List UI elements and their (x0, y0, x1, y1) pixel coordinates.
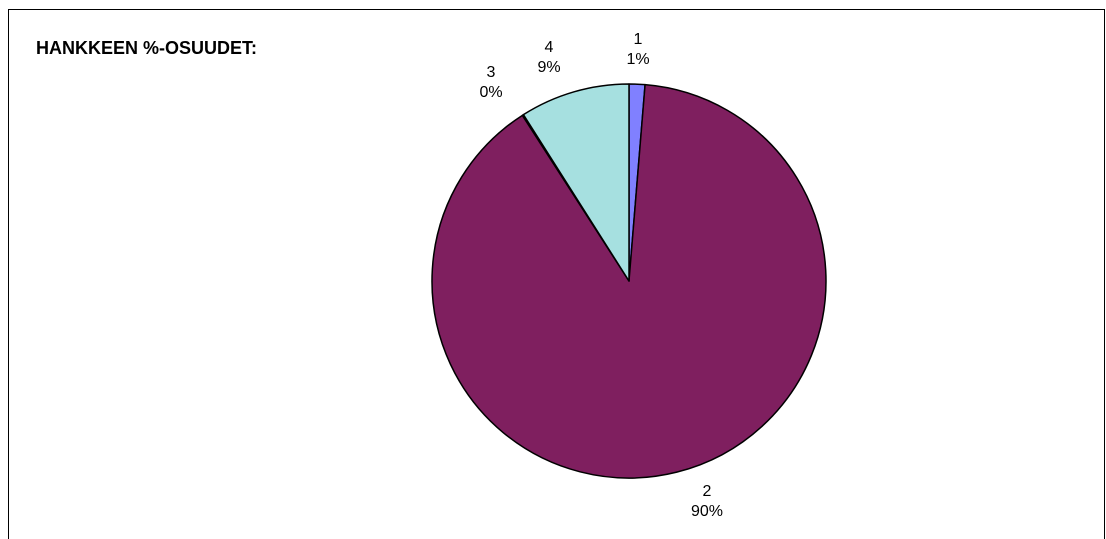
slice-label-category-4: 4 (545, 39, 554, 56)
slice-label-percent-2: 90% (691, 503, 723, 520)
slice-label-percent-4: 9% (537, 59, 560, 76)
slice-label-category-1: 1 (634, 31, 643, 48)
pie-slice-4 (522, 83, 630, 282)
chart-title: HANKKEEN %-OSUUDET: (36, 38, 258, 58)
slice-label-percent-1: 1% (626, 51, 649, 68)
slice-label-category-2: 2 (703, 483, 712, 500)
slice-label-category-3: 3 (487, 64, 496, 81)
pie-slices (431, 83, 827, 479)
slice-label-percent-3: 0% (479, 84, 502, 101)
pie-labels: 1 1% 2 90% 3 0% 4 9% (479, 31, 723, 520)
